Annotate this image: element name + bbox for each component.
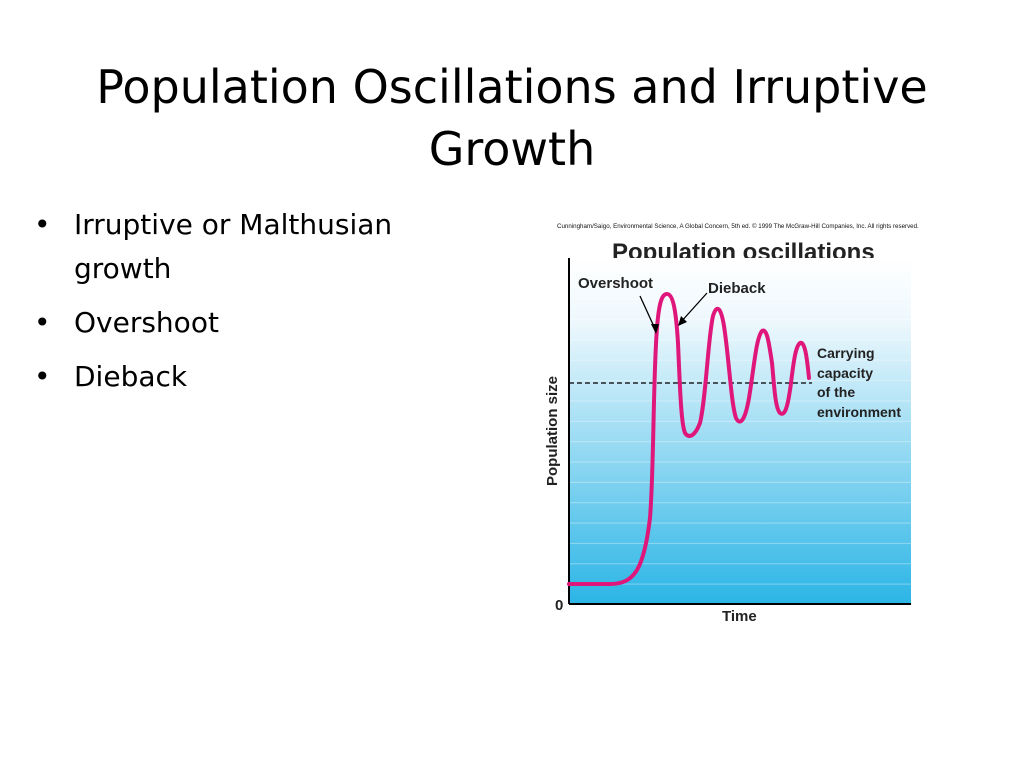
bullet-dot-icon: • bbox=[34, 208, 51, 241]
bullet-list: • Irruptive or Malthusian growth • Overs… bbox=[34, 203, 414, 409]
bullet-text: Overshoot bbox=[74, 306, 219, 339]
plot-band-line bbox=[569, 583, 911, 585]
plot-band-line bbox=[569, 481, 911, 483]
figure-credit: Cunningham/Saigo, Environmental Science,… bbox=[557, 223, 919, 230]
plot-band-line bbox=[569, 400, 911, 402]
carrying-capacity-label-4: environment bbox=[817, 404, 901, 420]
plot-bands bbox=[569, 258, 911, 585]
population-oscillations-figure: Cunningham/Saigo, Environmental Science,… bbox=[540, 218, 940, 630]
plot-band-line bbox=[569, 359, 911, 361]
dieback-label: Dieback bbox=[708, 280, 766, 297]
bullet-item: • Dieback bbox=[34, 355, 414, 399]
plot-band-line bbox=[569, 278, 911, 280]
dieback-arrow bbox=[679, 292, 708, 324]
plot-band-line bbox=[569, 563, 911, 565]
x-axis-label: Time bbox=[722, 608, 757, 625]
plot-band-line bbox=[569, 298, 911, 300]
plot-band-line bbox=[569, 258, 911, 259]
bullet-item: • Irruptive or Malthusian growth bbox=[34, 203, 414, 291]
carrying-capacity-label-3: of the bbox=[817, 384, 855, 400]
plot-band-line bbox=[569, 339, 911, 341]
bullet-dot-icon: • bbox=[34, 360, 51, 393]
plot-band-line bbox=[569, 542, 911, 544]
carrying-capacity-label-1: Carrying bbox=[817, 345, 875, 361]
overshoot-label: Overshoot bbox=[578, 275, 653, 292]
bullet-text: Dieback bbox=[74, 360, 188, 393]
plot-background bbox=[569, 258, 911, 604]
carrying-capacity-label-2: capacity bbox=[817, 365, 873, 381]
plot-band-line bbox=[569, 502, 911, 504]
bullet-text: Irruptive or Malthusian growth bbox=[74, 208, 393, 285]
y-axis-label: Population size bbox=[544, 376, 561, 486]
plot-band-line bbox=[569, 319, 911, 321]
slide-title: Population Oscillations and Irruptive Gr… bbox=[96, 60, 928, 176]
figure-svg: Cunningham/Saigo, Environmental Science,… bbox=[544, 223, 919, 625]
overshoot-arrowhead bbox=[651, 324, 659, 334]
bullet-item: • Overshoot bbox=[34, 301, 414, 345]
origin-label: 0 bbox=[555, 597, 563, 614]
bullet-dot-icon: • bbox=[34, 306, 51, 339]
plot-band-line bbox=[569, 522, 911, 524]
dieback-arrowhead bbox=[678, 316, 687, 326]
plot-band-line bbox=[569, 461, 911, 463]
plot-band-line bbox=[569, 380, 911, 382]
plot-band-line bbox=[569, 441, 911, 443]
